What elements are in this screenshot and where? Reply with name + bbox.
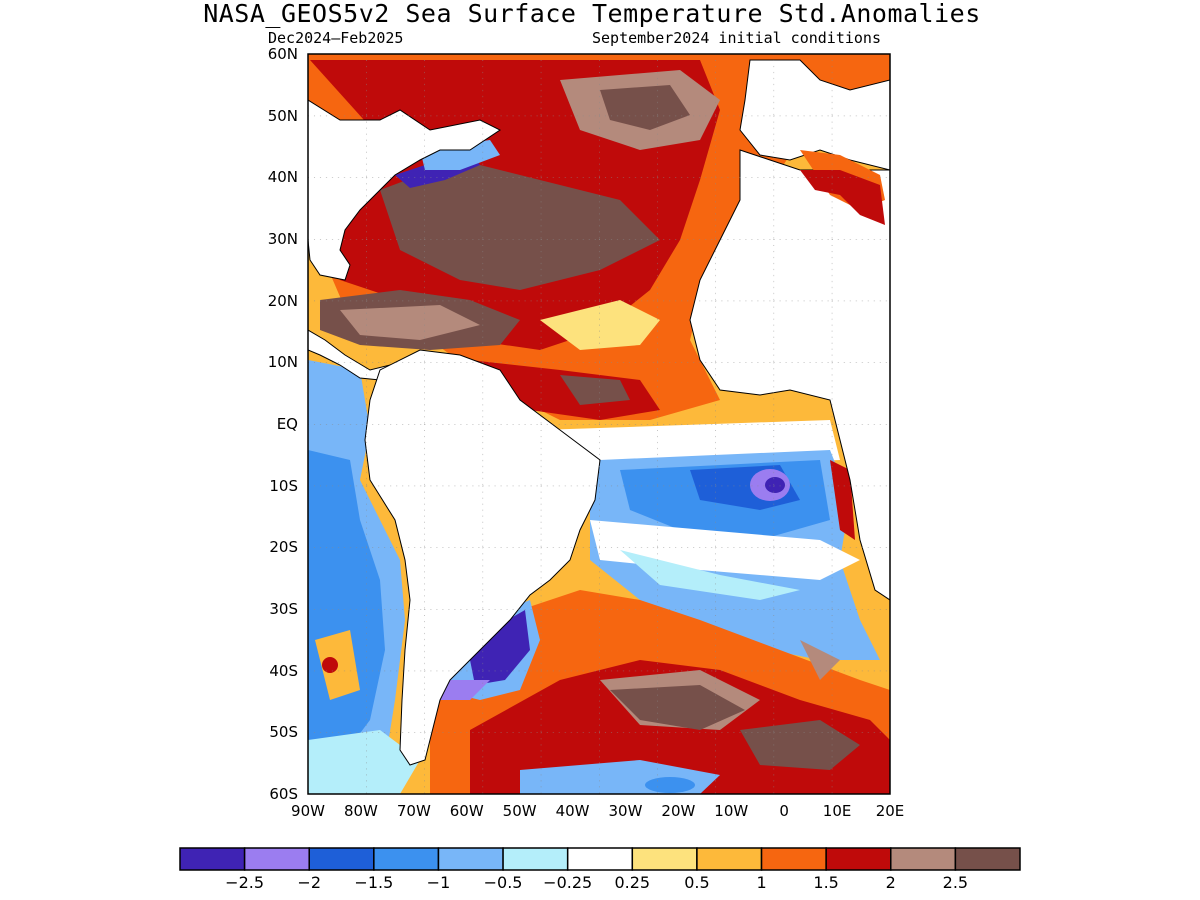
colorbar-swatch — [696, 847, 763, 871]
lat-label: 50S — [269, 723, 298, 742]
colorbar — [179, 847, 1021, 871]
lon-label: 10E — [822, 802, 852, 820]
lon-label: 50W — [502, 802, 537, 820]
lat-label: 50N — [267, 106, 298, 125]
lon-label: 80W — [343, 802, 378, 820]
colorbar-label: −0.5 — [483, 873, 523, 892]
colorbar-label: −1 — [426, 873, 451, 892]
colorbar-label: −2 — [297, 873, 322, 892]
lon-label: 60W — [449, 802, 484, 820]
lon-label: 90W — [291, 802, 325, 820]
colorbar-swatch — [890, 847, 957, 871]
lat-label: 60N — [267, 45, 298, 63]
colorbar-swatch — [502, 847, 569, 871]
map-gridlines — [308, 54, 890, 794]
lat-label: 10S — [269, 476, 298, 495]
colorbar-label: 0.5 — [684, 873, 710, 892]
lon-label: 20E — [875, 802, 905, 820]
lon-label: 40W — [555, 802, 590, 820]
colorbar-swatch — [308, 847, 375, 871]
colorbar-label: 2.5 — [942, 873, 969, 892]
lat-label: 20S — [269, 538, 298, 557]
colorbar-swatch — [566, 847, 634, 871]
lat-label: 30N — [267, 230, 298, 248]
colorbar-swatch — [373, 847, 440, 871]
lat-label: EQ — [276, 415, 298, 433]
colorbar-label: −1.5 — [354, 873, 394, 892]
colorbar-label: −2.5 — [225, 873, 265, 892]
colorbar-label: 1.5 — [813, 873, 839, 892]
initial-conditions: September2024 initial conditions — [592, 29, 881, 47]
map-frame — [307, 53, 891, 795]
lat-label: 40N — [267, 168, 298, 187]
lon-label: 10W — [714, 802, 749, 820]
forecast-period: Dec2024–Feb2025 — [268, 29, 404, 47]
lat-label: 20N — [267, 291, 298, 310]
lon-label: 0 — [779, 802, 789, 820]
colorbar-swatch — [954, 847, 1021, 871]
colorbar-swatch — [825, 847, 892, 871]
colorbar-label: 0.25 — [614, 873, 651, 892]
lat-label: 40S — [269, 661, 298, 680]
lon-label: 30W — [608, 802, 643, 820]
colorbar-swatch — [243, 847, 310, 871]
lat-label: 10N — [267, 353, 298, 372]
colorbar-swatch — [179, 847, 246, 871]
colorbar-swatch — [437, 847, 504, 871]
colorbar-label: 1 — [756, 873, 767, 892]
map-title: NASA_GEOS5v2 Sea Surface Temperature Std… — [203, 0, 981, 28]
lat-label: 60S — [269, 785, 298, 803]
lat-label: 30S — [269, 600, 298, 618]
lon-label: 70W — [396, 802, 431, 820]
colorbar-swatch — [631, 847, 698, 871]
colorbar-swatch — [760, 847, 827, 871]
colorbar-label: −0.25 — [543, 873, 593, 892]
lon-label: 20W — [661, 802, 696, 820]
colorbar-label: 2 — [885, 873, 896, 892]
